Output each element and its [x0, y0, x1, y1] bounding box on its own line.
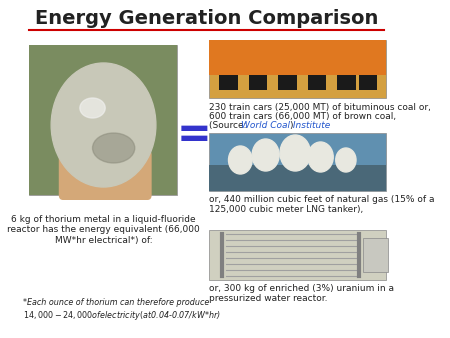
- FancyBboxPatch shape: [338, 75, 356, 90]
- Circle shape: [280, 135, 310, 171]
- Ellipse shape: [93, 133, 135, 163]
- FancyBboxPatch shape: [209, 230, 387, 280]
- FancyBboxPatch shape: [219, 75, 238, 90]
- Circle shape: [308, 142, 333, 172]
- FancyBboxPatch shape: [359, 75, 377, 90]
- FancyBboxPatch shape: [29, 45, 177, 195]
- Text: ): ): [289, 121, 293, 130]
- FancyBboxPatch shape: [29, 45, 177, 195]
- FancyBboxPatch shape: [279, 75, 297, 90]
- FancyBboxPatch shape: [363, 238, 388, 272]
- Circle shape: [252, 139, 279, 171]
- FancyBboxPatch shape: [209, 40, 387, 98]
- Text: Energy Generation Comparison: Energy Generation Comparison: [35, 8, 378, 27]
- Ellipse shape: [80, 98, 105, 118]
- Text: or, 300 kg of enriched (3%) uranium in a
pressurized water reactor.: or, 300 kg of enriched (3%) uranium in a…: [209, 284, 394, 304]
- Text: World Coal Institute: World Coal Institute: [241, 121, 330, 130]
- FancyBboxPatch shape: [209, 133, 387, 191]
- Circle shape: [229, 146, 252, 174]
- Text: 600 train cars (66,000 MT) of brown coal,: 600 train cars (66,000 MT) of brown coal…: [209, 112, 396, 121]
- Text: 230 train cars (25,000 MT) of bituminous coal or,: 230 train cars (25,000 MT) of bituminous…: [209, 103, 431, 112]
- FancyBboxPatch shape: [209, 165, 387, 191]
- Circle shape: [336, 148, 356, 172]
- FancyBboxPatch shape: [308, 75, 326, 90]
- FancyBboxPatch shape: [249, 75, 267, 90]
- Text: or, 440 million cubic feet of natural gas (15% of a
125,000 cubic meter LNG tank: or, 440 million cubic feet of natural ga…: [209, 195, 435, 214]
- FancyBboxPatch shape: [59, 150, 152, 200]
- Circle shape: [51, 63, 156, 187]
- Text: =: =: [176, 114, 211, 156]
- Text: *Each ounce of thorium can therefore produce
$14,000-24,000 of electricity (at $: *Each ounce of thorium can therefore pro…: [23, 298, 221, 322]
- FancyBboxPatch shape: [209, 40, 387, 75]
- Text: (Source:: (Source:: [209, 121, 249, 130]
- Text: 6 kg of thorium metal in a liquid-fluoride
reactor has the energy equivalent (66: 6 kg of thorium metal in a liquid-fluori…: [7, 215, 200, 245]
